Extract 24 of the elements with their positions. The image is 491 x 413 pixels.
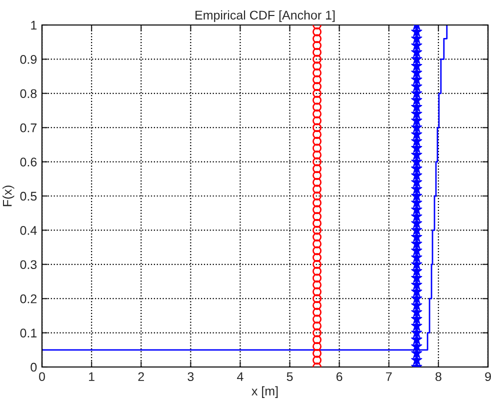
x-tick-label: 4 bbox=[237, 372, 244, 381]
y-tick-label: 0.7 bbox=[20, 123, 37, 132]
y-tick-label: 0.5 bbox=[20, 192, 37, 201]
y-tick-label: 1 bbox=[31, 20, 37, 30]
x-tick-label: 7 bbox=[386, 372, 392, 381]
y-tick-label: 0 bbox=[30, 362, 37, 372]
y-tick-label: 0.1 bbox=[20, 328, 37, 338]
x-tick-label: 5 bbox=[286, 372, 293, 382]
x-tick-label: 0 bbox=[39, 372, 45, 382]
y-tick-label: 0.2 bbox=[20, 294, 37, 304]
y-tick-label: 0.3 bbox=[20, 260, 37, 270]
x-tick-label: 8 bbox=[436, 372, 442, 382]
x-axis-title: x [m] bbox=[252, 386, 278, 398]
y-axis-title: F(x) bbox=[2, 186, 14, 206]
x-tick-label: 1 bbox=[89, 372, 94, 381]
y-tick-label: 0.8 bbox=[20, 89, 37, 98]
x-tick-label: 2 bbox=[138, 372, 144, 381]
y-tick-label: 0.6 bbox=[20, 158, 37, 166]
chart-title: Empirical CDF [Anchor 1] bbox=[196, 10, 335, 22]
x-tick-label: 6 bbox=[336, 372, 342, 382]
x-tick-label: 9 bbox=[485, 372, 491, 382]
y-tick-label: 0.9 bbox=[20, 55, 37, 64]
x-tick-label: 3 bbox=[188, 372, 194, 382]
y-tick-label: 0.4 bbox=[20, 226, 37, 235]
